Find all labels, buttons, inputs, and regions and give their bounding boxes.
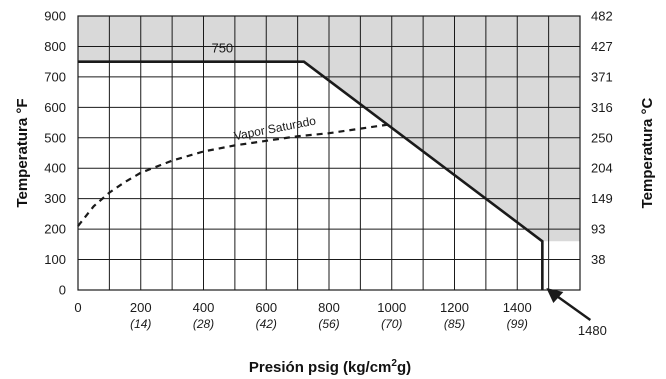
annotation-arrow-line: [554, 294, 592, 321]
x-tick-sub: (85): [444, 317, 465, 331]
y-tick-right: 204: [591, 161, 613, 176]
x-tick: 0: [74, 300, 81, 315]
y-tick-left: 200: [44, 222, 66, 237]
y-tick-right: 149: [591, 191, 613, 206]
y-tick-right: 316: [591, 100, 613, 115]
saturated-vapor-curve: [77, 122, 392, 227]
x-tick-sub: (70): [381, 317, 402, 331]
plot-frame: [77, 15, 581, 291]
y-tick-left: 300: [44, 191, 66, 206]
x-tick: 600: [255, 300, 277, 315]
y-tick-right: 250: [591, 130, 613, 145]
x-tick-sub: (56): [318, 317, 339, 331]
y-axis-title-left: Temperatura °F: [14, 98, 31, 207]
limit-line-label: 750: [211, 41, 233, 56]
y-tick-right: 371: [591, 69, 613, 84]
y-tick-right: 38: [591, 252, 605, 267]
annotation-arrow-head: [546, 288, 564, 303]
x-tick: 1400: [503, 300, 532, 315]
y-tick-right: 427: [591, 39, 613, 54]
x-tick: 1000: [377, 300, 406, 315]
x-tick-sub: (42): [256, 317, 277, 331]
y-axis-title-right: Temperatura °C: [639, 97, 656, 208]
x-tick: 1200: [440, 300, 469, 315]
annotation-label: 1480: [578, 323, 607, 338]
x-tick: 200: [130, 300, 152, 315]
y-tick-left: 400: [44, 161, 66, 176]
y-tick-left: 500: [44, 130, 66, 145]
x-axis-title: Presión psig (kg/cm2g): [249, 358, 411, 376]
x-tick-sub: (14): [130, 317, 151, 331]
x-tick: 400: [193, 300, 215, 315]
y-tick-left: 900: [44, 9, 66, 24]
x-tick-sub: (28): [193, 317, 214, 331]
x-tick: 800: [318, 300, 340, 315]
y-tick-right: 93: [591, 222, 605, 237]
limit-line: [78, 60, 544, 290]
y-tick-left: 100: [44, 252, 66, 267]
y-tick-left: 800: [44, 39, 66, 54]
y-tick-right: 482: [591, 9, 613, 24]
x-tick-sub: (99): [507, 317, 528, 331]
y-tick-left: 0: [59, 283, 66, 298]
y-tick-left: 700: [44, 69, 66, 84]
y-tick-left: 600: [44, 100, 66, 115]
